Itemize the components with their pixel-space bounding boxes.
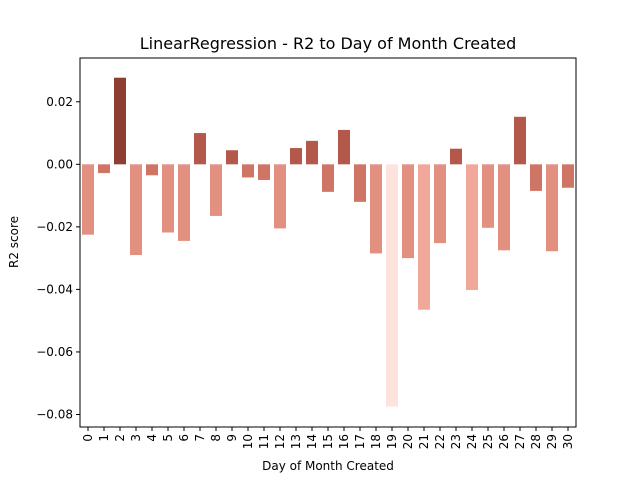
chart-title: LinearRegression - R2 to Day of Month Cr… <box>140 34 516 53</box>
x-tick-label: 22 <box>433 434 447 449</box>
x-tick-label: 6 <box>177 434 191 442</box>
x-tick-label: 1 <box>97 434 111 442</box>
x-tick-label: 28 <box>529 434 543 449</box>
bar-day-11 <box>258 164 270 180</box>
bar-day-13 <box>290 148 302 165</box>
x-tick-label: 29 <box>545 434 559 449</box>
bar-day-5 <box>162 164 174 233</box>
bar-day-20 <box>402 164 414 259</box>
bar-day-29 <box>546 164 558 252</box>
bar-day-18 <box>370 164 382 254</box>
bar-day-23 <box>450 148 462 165</box>
x-tick-label: 27 <box>513 434 527 449</box>
x-tick-label: 5 <box>161 434 175 442</box>
plot-frame <box>79 57 577 428</box>
bar-day-3 <box>130 164 142 256</box>
bar-day-22 <box>434 164 446 244</box>
y-tick-label: −0.04 <box>36 282 73 296</box>
x-tick-label: 26 <box>497 434 511 449</box>
x-tick-label: 8 <box>209 434 223 442</box>
bar-day-27 <box>514 116 526 165</box>
x-tick-label: 10 <box>241 434 255 449</box>
bar-day-25 <box>482 164 494 228</box>
x-tick-label: 4 <box>145 434 159 442</box>
bar-series <box>82 77 574 407</box>
y-tick-label: −0.06 <box>36 345 73 359</box>
x-tick-label: 18 <box>369 434 383 449</box>
x-tick-label: 17 <box>353 434 367 449</box>
x-tick-label: 12 <box>273 434 287 449</box>
x-tick-label: 3 <box>129 434 143 442</box>
y-tick-label: 0.00 <box>46 157 73 171</box>
bar-day-10 <box>242 164 254 178</box>
x-tick-label: 30 <box>561 434 575 449</box>
x-tick-label: 2 <box>113 434 127 442</box>
y-tick-label: −0.08 <box>36 407 73 421</box>
y-tick-label: −0.02 <box>36 220 73 234</box>
x-tick-label: 23 <box>449 434 463 449</box>
bar-day-0 <box>82 164 94 235</box>
bar-day-6 <box>178 164 190 241</box>
bar-day-2 <box>114 77 126 165</box>
y-axis-label: R2 score <box>7 216 21 268</box>
y-tick-label: 0.02 <box>46 95 73 109</box>
bar-day-21 <box>418 164 430 310</box>
bar-day-19 <box>386 164 398 407</box>
bar-day-1 <box>98 164 110 174</box>
bar-day-28 <box>530 164 542 191</box>
bar-day-8 <box>210 164 222 216</box>
bar-day-17 <box>354 164 366 202</box>
x-tick-label: 0 <box>81 434 95 442</box>
x-tick-label: 15 <box>321 434 335 449</box>
x-tick-label: 7 <box>193 434 207 442</box>
x-tick-label: 21 <box>417 434 431 449</box>
x-tick-label: 24 <box>465 434 479 449</box>
x-tick-label: 13 <box>289 434 303 449</box>
x-tick-label: 20 <box>401 434 415 449</box>
bar-day-7 <box>194 133 206 165</box>
x-tick-label: 19 <box>385 434 399 449</box>
bar-day-30 <box>562 164 574 188</box>
y-axis: 0.02 0.00 −0.02 −0.04 −0.06 −0.08 <box>36 95 80 421</box>
x-axis-label: Day of Month Created <box>262 459 394 473</box>
x-axis: 0 1 2 3 4 5 6 7 8 9 10 11 12 13 14 15 16 17 18 19 20 21 22 23 24… <box>81 427 575 449</box>
bar-day-9 <box>226 150 238 165</box>
bar-day-12 <box>274 164 286 229</box>
x-tick-label: 25 <box>481 434 495 449</box>
bar-day-16 <box>338 129 350 165</box>
x-tick-label: 11 <box>257 434 271 449</box>
x-tick-label: 16 <box>337 434 351 449</box>
bar-day-15 <box>322 164 334 192</box>
bar-day-26 <box>498 164 510 251</box>
x-tick-label: 14 <box>305 434 319 449</box>
x-tick-label: 9 <box>225 434 239 442</box>
bar-day-14 <box>306 140 318 165</box>
bar-day-24 <box>466 164 478 291</box>
bar-day-4 <box>146 164 158 176</box>
